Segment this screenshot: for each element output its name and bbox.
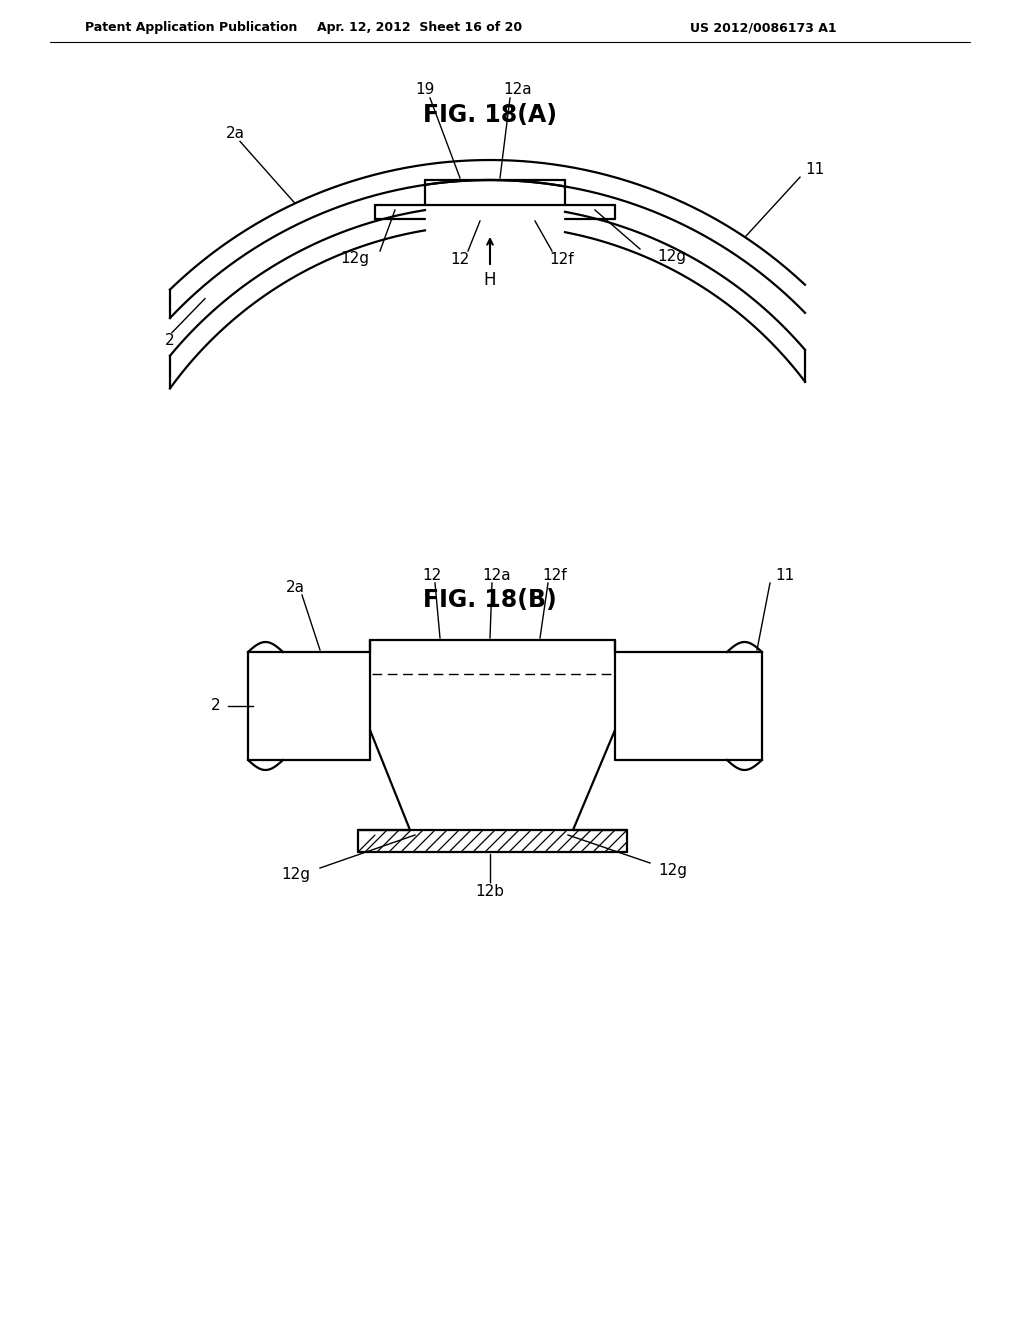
Text: 12f: 12f (543, 568, 567, 582)
Text: 2: 2 (165, 333, 175, 348)
Text: 11: 11 (805, 161, 824, 177)
Text: 12g: 12g (658, 862, 687, 878)
Text: 12g: 12g (281, 867, 310, 883)
Text: Apr. 12, 2012  Sheet 16 of 20: Apr. 12, 2012 Sheet 16 of 20 (317, 21, 522, 34)
Text: Patent Application Publication: Patent Application Publication (85, 21, 297, 34)
Text: 12b: 12b (475, 884, 505, 899)
Text: 12g: 12g (657, 249, 686, 264)
Text: 11: 11 (775, 568, 795, 582)
Text: 12g: 12g (341, 252, 370, 267)
Text: 12a: 12a (504, 82, 532, 98)
Text: US 2012/0086173 A1: US 2012/0086173 A1 (690, 21, 837, 34)
Text: 12f: 12f (550, 252, 574, 267)
Text: 12: 12 (451, 252, 470, 267)
Text: 12a: 12a (482, 568, 511, 582)
Text: H: H (483, 271, 497, 289)
Text: 2a: 2a (225, 125, 245, 141)
Text: 12: 12 (422, 568, 441, 582)
Text: FIG. 18(B): FIG. 18(B) (423, 587, 557, 612)
Text: 2: 2 (210, 698, 220, 714)
Text: 2a: 2a (286, 579, 304, 594)
Text: 19: 19 (416, 82, 434, 98)
Text: FIG. 18(A): FIG. 18(A) (423, 103, 557, 127)
